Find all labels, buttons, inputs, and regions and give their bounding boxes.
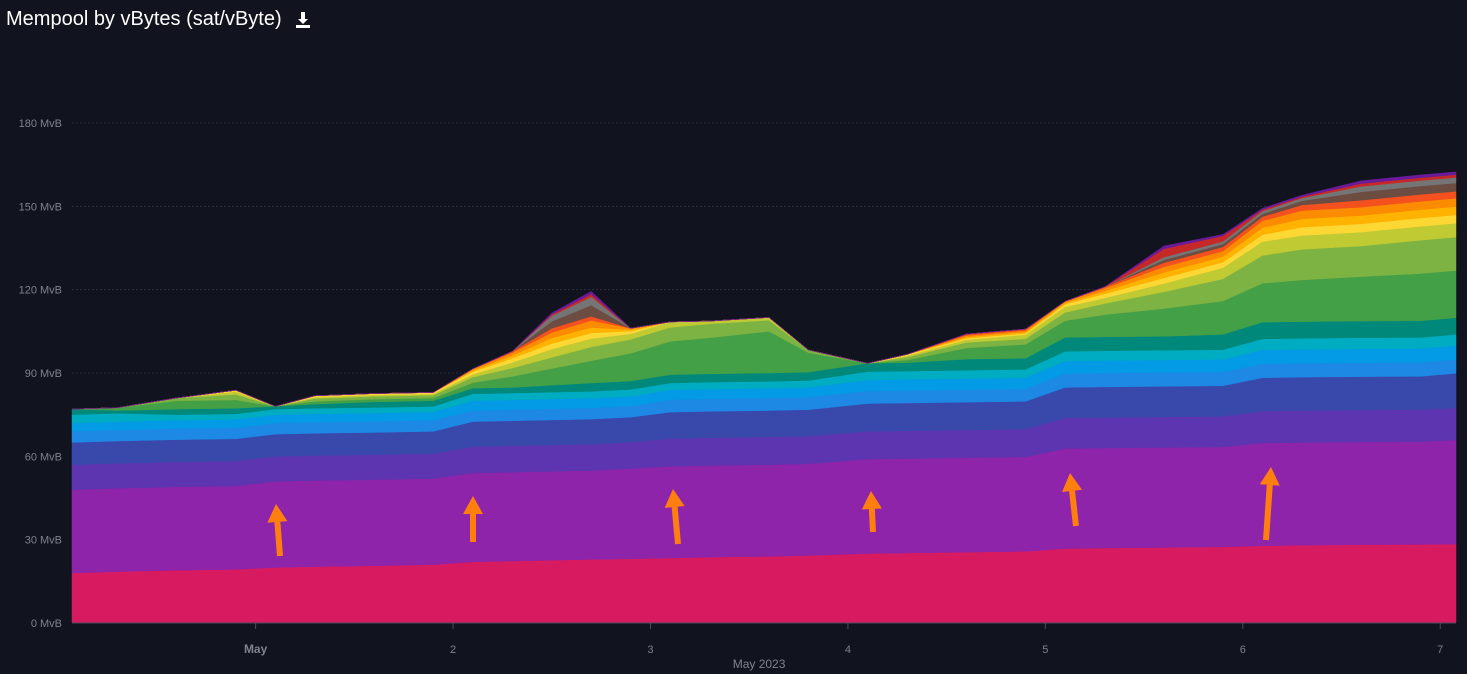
area-series-19: [71, 171, 1457, 410]
arrow-annotation: [1259, 467, 1280, 541]
arrow-annotation: [664, 489, 685, 545]
arrow-annotation: [267, 504, 288, 557]
stacked-areas: [71, 171, 1457, 624]
chart-title: Mempool by vBytes (sat/vByte): [6, 8, 282, 30]
y-tick-label: 60 MvB: [25, 451, 62, 463]
x-axis: May 2 3 4 5 6 7: [72, 622, 1456, 656]
y-tick-label: 150 MvB: [19, 201, 62, 213]
annotation-arrows: [267, 467, 1280, 557]
x-tick-label: 5: [1042, 644, 1048, 656]
y-tick-label: 120 MvB: [19, 285, 62, 297]
download-button[interactable]: [292, 9, 314, 31]
y-tick-label: 90 MvB: [25, 368, 62, 380]
x-tick-label: 4: [845, 644, 851, 656]
chart-header: Mempool by vBytes (sat/vByte): [6, 8, 314, 31]
arrow-annotation: [1062, 473, 1082, 527]
x-tick-label: May: [244, 642, 268, 656]
x-tick-label: 6: [1240, 644, 1246, 656]
y-tick-label: 30 MvB: [25, 535, 62, 547]
y-axis: 0 MvB 30 MvB 60 MvB 90 MvB 120 MvB 150 MvB 180…: [19, 118, 62, 630]
y-tick-label: 0 MvB: [31, 618, 62, 630]
arrow-annotation: [861, 491, 882, 533]
arrow-annotation: [463, 496, 483, 542]
y-tick-label: 180 MvB: [19, 118, 62, 130]
x-tick-label: 3: [647, 644, 653, 656]
download-icon: [295, 11, 310, 28]
x-tick-label: 7: [1437, 644, 1443, 656]
x-axis-title: May 2023: [733, 657, 786, 671]
x-tick-label: 2: [450, 644, 456, 656]
